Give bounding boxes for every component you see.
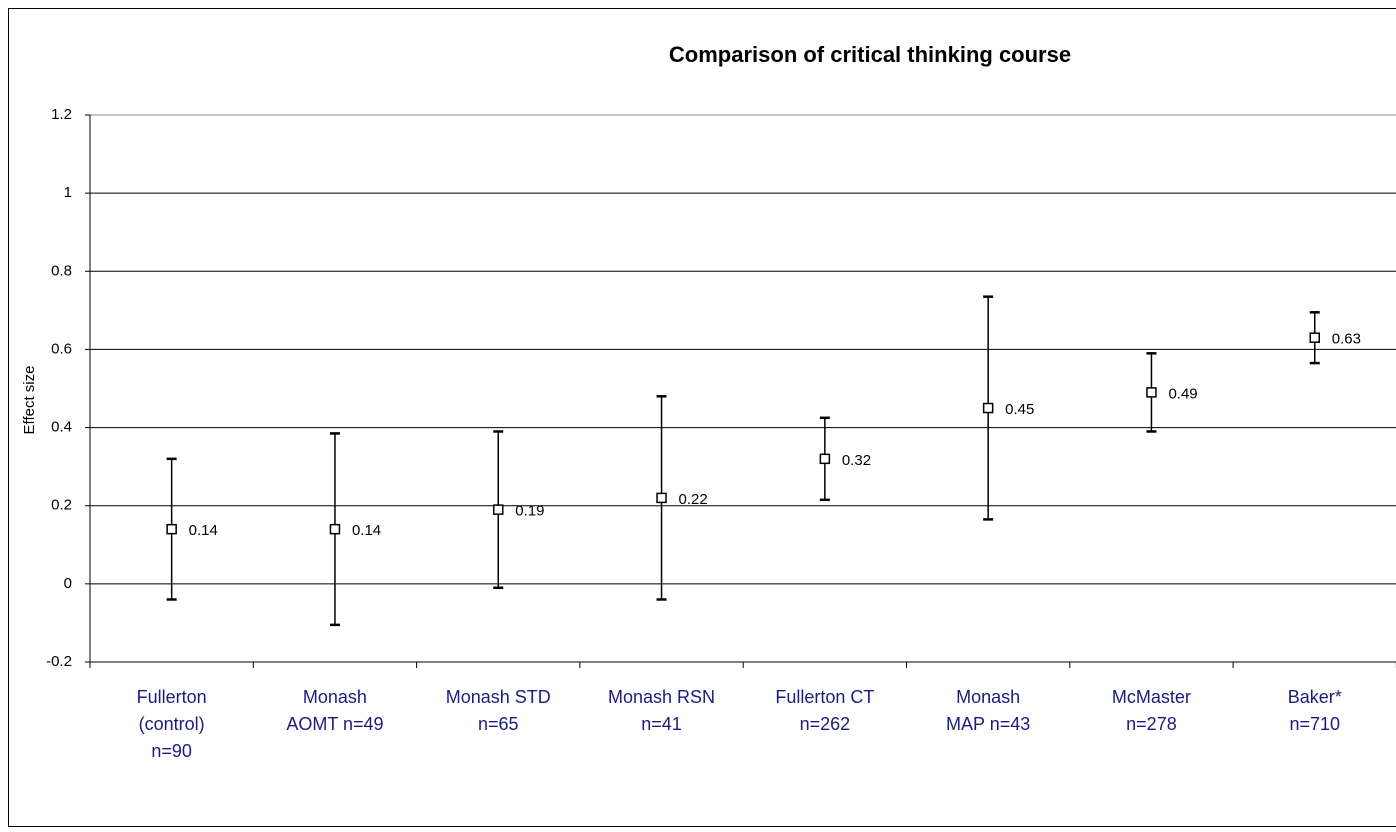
x-tick-label: Fullerton (control) n=90: [136, 687, 207, 761]
data-label: 0.14: [352, 522, 381, 539]
y-tick-label: 1: [64, 184, 72, 201]
y-tick-label: 0: [64, 575, 72, 592]
marker: [493, 504, 504, 515]
y-tick-label: -0.2: [46, 653, 72, 670]
y-tick-label: 0.8: [51, 262, 72, 279]
data-label: 0.32: [842, 452, 871, 469]
chart-border: [8, 8, 1396, 827]
marker: [1309, 332, 1320, 343]
data-label: 0.63: [1332, 331, 1361, 348]
marker: [166, 523, 177, 535]
y-tick-label: 0.2: [51, 497, 72, 514]
x-tick-label: Monash RSN n=41: [608, 687, 716, 734]
data-label: 0.14: [189, 522, 218, 539]
x-tick-label: Monash MAP n=43: [946, 687, 1031, 734]
marker: [819, 453, 831, 465]
x-tick-label: Monash AOMT n=49: [286, 687, 384, 734]
marker: [656, 492, 667, 504]
x-tick-label: McMaster n=278: [1111, 687, 1191, 734]
x-tick-label: Fullerton CT n=262: [775, 687, 875, 734]
marker: [982, 402, 994, 414]
y-tick-label: 0.4: [51, 419, 72, 436]
y-tick-label: 1.2: [51, 106, 72, 123]
data-label: 0.19: [515, 503, 544, 520]
marker: [329, 523, 341, 535]
chart-title: Comparison of critical thinking course: [669, 42, 1071, 67]
marker: [1146, 387, 1157, 398]
y-tick-label: 0.6: [51, 340, 72, 357]
x-tick-label: Monash STD n=65: [445, 687, 551, 734]
x-tick-label: Baker* n=710: [1287, 687, 1342, 734]
data-label: 0.22: [679, 491, 708, 508]
data-label: 0.49: [1168, 385, 1197, 402]
data-label: 0.45: [1005, 401, 1034, 418]
y-axis-label: Effect size: [21, 366, 38, 435]
